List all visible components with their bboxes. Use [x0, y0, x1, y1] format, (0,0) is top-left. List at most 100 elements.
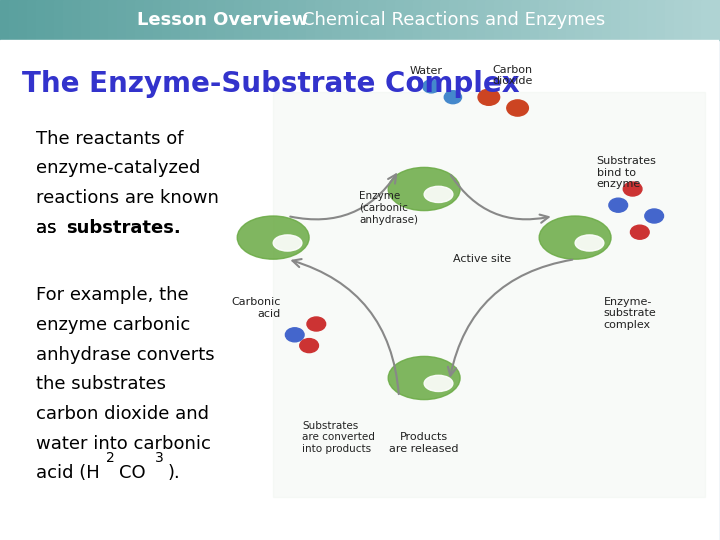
Bar — [99, 0, 109, 40]
Bar — [63, 0, 73, 40]
Bar — [297, 0, 307, 40]
Bar — [261, 0, 271, 40]
Text: Carbon
dioxide: Carbon dioxide — [492, 65, 533, 86]
Text: Enzyme
(carbonic
anhydrase): Enzyme (carbonic anhydrase) — [359, 191, 418, 225]
Bar — [566, 0, 577, 40]
Bar — [54, 0, 64, 40]
Bar — [692, 0, 702, 40]
Bar — [333, 0, 343, 40]
Bar — [341, 0, 352, 40]
Bar — [449, 0, 460, 40]
Bar — [620, 0, 631, 40]
Bar — [441, 0, 451, 40]
Bar — [584, 0, 595, 40]
Text: Enzyme-
substrate
complex: Enzyme- substrate complex — [604, 296, 657, 330]
Bar — [431, 0, 442, 40]
Text: 2: 2 — [106, 451, 114, 465]
Bar — [701, 0, 711, 40]
Bar — [144, 0, 154, 40]
Bar — [405, 0, 415, 40]
Text: acid (H: acid (H — [36, 464, 99, 482]
Bar — [279, 0, 289, 40]
Bar — [351, 0, 361, 40]
Bar — [117, 0, 127, 40]
Text: Substrates
bind to
enzyme: Substrates bind to enzyme — [597, 156, 657, 190]
Bar — [27, 0, 37, 40]
Bar — [72, 0, 82, 40]
Bar — [198, 0, 208, 40]
Bar — [108, 0, 118, 40]
Bar — [539, 0, 549, 40]
Bar — [305, 0, 316, 40]
Bar — [9, 0, 19, 40]
Text: water into carbonic: water into carbonic — [36, 435, 211, 453]
Bar — [36, 0, 46, 40]
Circle shape — [423, 80, 440, 93]
Text: substrates.: substrates. — [66, 219, 181, 237]
Bar — [45, 0, 55, 40]
Bar — [189, 0, 199, 40]
Text: anhydrase converts: anhydrase converts — [36, 346, 215, 363]
Circle shape — [624, 182, 642, 196]
Circle shape — [507, 100, 528, 116]
Circle shape — [631, 225, 649, 239]
Bar — [251, 0, 262, 40]
Bar — [0, 0, 10, 40]
Bar — [512, 0, 523, 40]
Text: For example, the: For example, the — [36, 286, 189, 304]
Bar — [171, 0, 181, 40]
Ellipse shape — [575, 235, 604, 251]
Ellipse shape — [424, 186, 453, 202]
Bar — [459, 0, 469, 40]
FancyArrowPatch shape — [448, 260, 572, 376]
Bar — [377, 0, 388, 40]
Bar — [575, 0, 585, 40]
Text: The reactants of: The reactants of — [36, 130, 184, 147]
Ellipse shape — [388, 356, 460, 400]
Bar — [180, 0, 190, 40]
Bar — [530, 0, 541, 40]
Bar — [126, 0, 136, 40]
Ellipse shape — [237, 216, 309, 259]
Ellipse shape — [273, 235, 302, 251]
FancyArrowPatch shape — [292, 259, 399, 394]
Bar — [647, 0, 657, 40]
Circle shape — [645, 209, 664, 223]
Text: Water: Water — [410, 65, 443, 76]
Bar — [494, 0, 505, 40]
Bar — [413, 0, 424, 40]
Bar — [548, 0, 559, 40]
Text: Substrates
are converted
into products: Substrates are converted into products — [302, 421, 375, 454]
Bar — [476, 0, 487, 40]
Text: The Enzyme-Substrate Complex: The Enzyme-Substrate Complex — [22, 70, 519, 98]
Bar — [153, 0, 163, 40]
Text: Carbonic
acid: Carbonic acid — [231, 297, 280, 319]
Bar — [638, 0, 649, 40]
Bar — [273, 92, 704, 497]
FancyArrowPatch shape — [290, 174, 396, 219]
Circle shape — [478, 89, 500, 105]
Bar — [710, 0, 720, 40]
Text: Lesson Overview: Lesson Overview — [137, 11, 307, 29]
Ellipse shape — [388, 167, 460, 211]
Text: enzyme-catalyzed: enzyme-catalyzed — [36, 159, 200, 177]
Text: the substrates: the substrates — [36, 375, 166, 393]
Bar — [81, 0, 91, 40]
Bar — [521, 0, 531, 40]
Circle shape — [609, 198, 628, 212]
Bar — [423, 0, 433, 40]
Bar — [315, 0, 325, 40]
Bar — [243, 0, 253, 40]
Bar — [323, 0, 334, 40]
Ellipse shape — [539, 216, 611, 259]
Bar — [135, 0, 145, 40]
Bar — [395, 0, 406, 40]
Text: Products
are released: Products are released — [390, 432, 459, 454]
Text: reactions are known: reactions are known — [36, 189, 219, 207]
Text: as: as — [36, 219, 62, 237]
Bar — [467, 0, 477, 40]
Bar — [18, 0, 28, 40]
Bar — [207, 0, 217, 40]
Bar — [90, 0, 100, 40]
Bar — [665, 0, 675, 40]
